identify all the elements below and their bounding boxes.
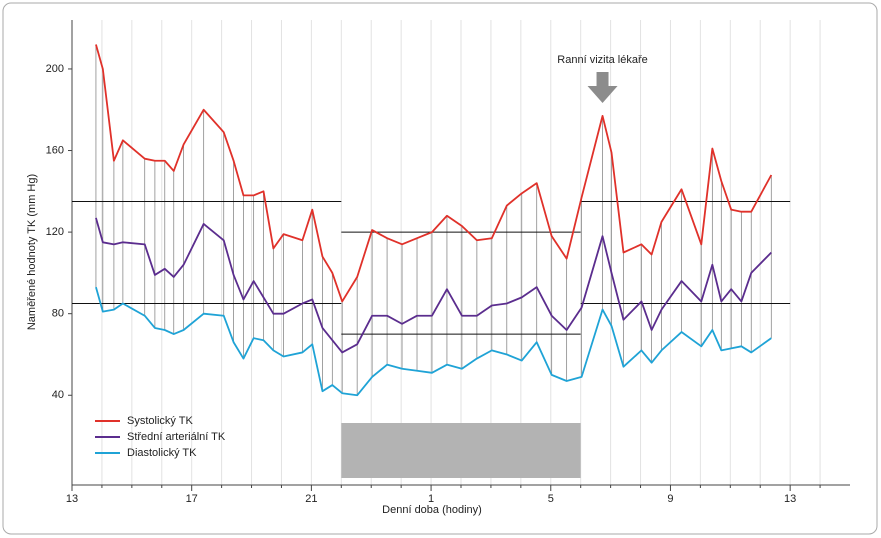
x-tick-label: 5 — [548, 493, 554, 505]
annotation: Ranní vizita lékaře — [557, 54, 648, 66]
x-tick-label: 9 — [667, 493, 673, 505]
series-line — [95, 44, 773, 303]
x-axis-title: Denní doba (hodiny) — [382, 504, 482, 516]
y-tick-label: 80 — [52, 308, 64, 320]
y-tick-label: 200 — [46, 63, 64, 75]
legend-label: Systolický TK — [127, 415, 193, 427]
legend-label: Diastolický TK — [127, 447, 197, 459]
sleep-period — [341, 423, 581, 478]
x-tick-label: 21 — [305, 493, 317, 505]
x-tick-label: 13 — [66, 493, 78, 505]
y-tick-label: 160 — [46, 144, 64, 156]
y-tick-label: 120 — [46, 226, 64, 238]
series-line — [95, 217, 772, 354]
y-axis-title: Naměřené hodnoty TK (mm Hg) — [26, 174, 38, 330]
x-tick-label: 13 — [784, 493, 796, 505]
x-tick-label: 17 — [186, 493, 198, 505]
y-tick-label: 40 — [52, 389, 64, 401]
legend-label: Střední arteriální TK — [127, 431, 226, 443]
annotation-arrow — [587, 72, 618, 103]
x-tick-label: 1 — [428, 493, 434, 505]
series-line — [95, 286, 772, 397]
